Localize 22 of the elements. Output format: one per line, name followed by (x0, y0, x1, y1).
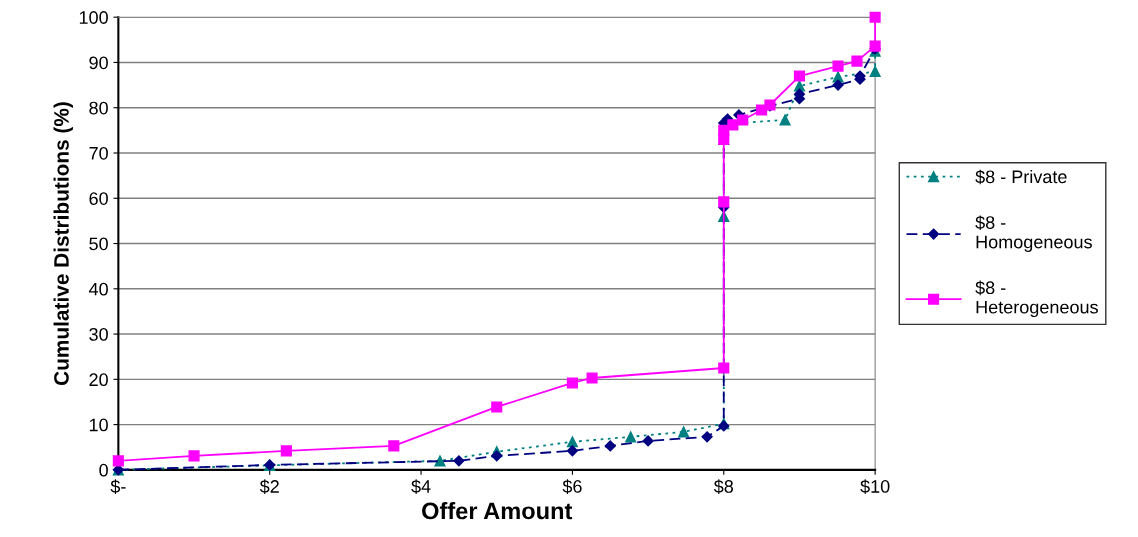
x-tick-label: $2 (259, 479, 279, 494)
y-tick-label: 50 (89, 237, 108, 251)
y-tick-label: 90 (89, 56, 108, 70)
x-axis-title: Offer Amount (422, 501, 573, 520)
y-tick-label: 80 (89, 101, 108, 115)
legend-label: $8 - Homogeneous (975, 215, 1092, 252)
y-tick-label: 60 (89, 192, 108, 205)
legend-label: $8 - Private (975, 169, 1067, 185)
y-tick-label: 30 (89, 328, 108, 341)
y-tick-label: 100 (79, 11, 108, 24)
x-tick-label: $- (110, 479, 126, 494)
y-tick-label: 40 (88, 282, 108, 296)
y-tick-label: 20 (89, 373, 108, 387)
x-tick-label: $4 (411, 479, 431, 494)
y-tick-label: 10 (89, 418, 108, 432)
x-tick-label: $8 (713, 479, 734, 494)
y-axis-title: Cumulative Distributions (%) (53, 102, 73, 386)
x-tick-label: $6 (562, 479, 582, 494)
y-tick-label: 0 (99, 463, 108, 477)
y-tick-label: 70 (89, 146, 108, 160)
legend-label: $8 - Heterogeneous (975, 280, 1098, 318)
x-tick-label: $10 (860, 479, 890, 494)
